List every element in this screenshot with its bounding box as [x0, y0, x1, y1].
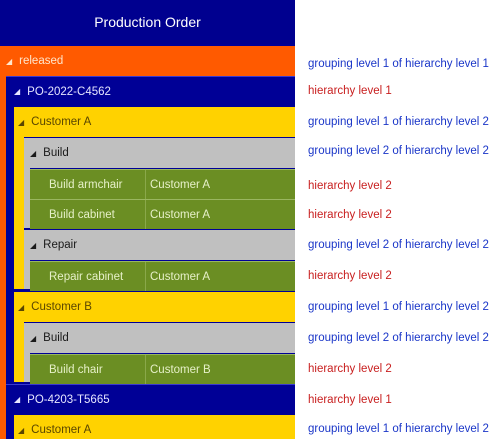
annotation-grouping: grouping level 2 of hierarchy level 2	[308, 332, 489, 344]
activity-label: Build	[43, 147, 69, 159]
activity-group-row[interactable]: ◢ Build	[24, 138, 295, 168]
item-customer-cell: Customer A	[150, 178, 211, 191]
item-name-cell: Build chair	[30, 355, 146, 384]
collapse-triangle-icon[interactable]: ◢	[14, 87, 21, 96]
collapse-triangle-icon[interactable]: ◢	[30, 333, 37, 343]
customer-group-row[interactable]: ◢ Customer A	[14, 107, 295, 137]
annotation-hierarchy: hierarchy level 2	[308, 209, 392, 221]
annotation-hierarchy: hierarchy level 1	[308, 394, 392, 406]
activity-group-row[interactable]: ◢ Build	[24, 323, 295, 353]
customer-band-a	[14, 137, 24, 289]
order-id: PO-4203-T5665	[27, 393, 110, 406]
collapse-triangle-icon[interactable]: ◢	[18, 302, 25, 312]
customer-label: Customer A	[31, 424, 92, 436]
collapse-triangle-icon[interactable]: ◢	[14, 395, 21, 404]
group-label: released	[19, 55, 64, 67]
item-customer-cell: Customer B	[150, 363, 211, 376]
activity-band-repair	[24, 259, 30, 289]
annotation-hierarchy: hierarchy level 1	[308, 85, 392, 97]
collapse-triangle-icon[interactable]: ◢	[18, 425, 25, 435]
item-row[interactable]: Build cabinet Customer A	[30, 199, 295, 229]
order-row[interactable]: ◢ PO-4203-T5665	[6, 384, 295, 414]
panel-title: Production Order	[0, 0, 295, 44]
item-name-cell: Build cabinet	[30, 200, 146, 229]
annotation-hierarchy: hierarchy level 2	[308, 363, 392, 375]
annotation-grouping: grouping level 2 of hierarchy level 2	[308, 145, 489, 157]
collapse-triangle-icon[interactable]: ◢	[30, 240, 37, 250]
status-group-band	[0, 76, 6, 439]
annotation-grouping: grouping level 1 of hierarchy level 2	[308, 423, 489, 435]
collapse-triangle-icon[interactable]: ◢	[30, 148, 37, 158]
order-id: PO-2022-C4562	[27, 85, 111, 98]
customer-label: Customer A	[31, 116, 92, 128]
item-name-cell: Build armchair	[30, 170, 146, 199]
customer-label: Customer B	[31, 301, 92, 313]
collapse-triangle-icon[interactable]: ◢	[6, 56, 13, 66]
annotation-hierarchy: hierarchy level 2	[308, 180, 392, 192]
annotation-grouping: grouping level 1 of hierarchy level 2	[308, 301, 489, 313]
item-customer-cell: Customer A	[150, 208, 211, 221]
activity-group-row[interactable]: ◢ Repair	[24, 230, 295, 260]
item-row[interactable]: Build armchair Customer A	[30, 169, 295, 199]
item-customer-cell: Customer A	[150, 270, 211, 283]
customer-group-row[interactable]: ◢ Customer A	[14, 415, 295, 439]
activity-band-build-2	[24, 352, 30, 382]
annotation-grouping: grouping level 1 of hierarchy level 1	[308, 58, 489, 70]
activity-label: Build	[43, 332, 69, 344]
collapse-triangle-icon[interactable]: ◢	[18, 117, 25, 127]
item-row[interactable]: Build chair Customer B	[30, 354, 295, 384]
annotation-grouping: grouping level 1 of hierarchy level 2	[308, 116, 489, 128]
customer-group-row[interactable]: ◢ Customer B	[14, 292, 295, 322]
customer-band-b	[14, 320, 24, 382]
order-row[interactable]: ◢ PO-2022-C4562	[6, 76, 295, 106]
annotation-hierarchy: hierarchy level 2	[308, 270, 392, 282]
activity-label: Repair	[43, 239, 78, 251]
item-name-cell: Repair cabinet	[30, 262, 146, 291]
production-order-tree: Production Order ◢ released ◢ PO-2022-C4…	[0, 0, 295, 439]
activity-band-build	[24, 168, 30, 228]
item-row[interactable]: Repair cabinet Customer A	[30, 261, 295, 291]
group-row-released[interactable]: ◢ released	[0, 46, 295, 76]
annotation-grouping: grouping level 2 of hierarchy level 2	[308, 239, 489, 251]
